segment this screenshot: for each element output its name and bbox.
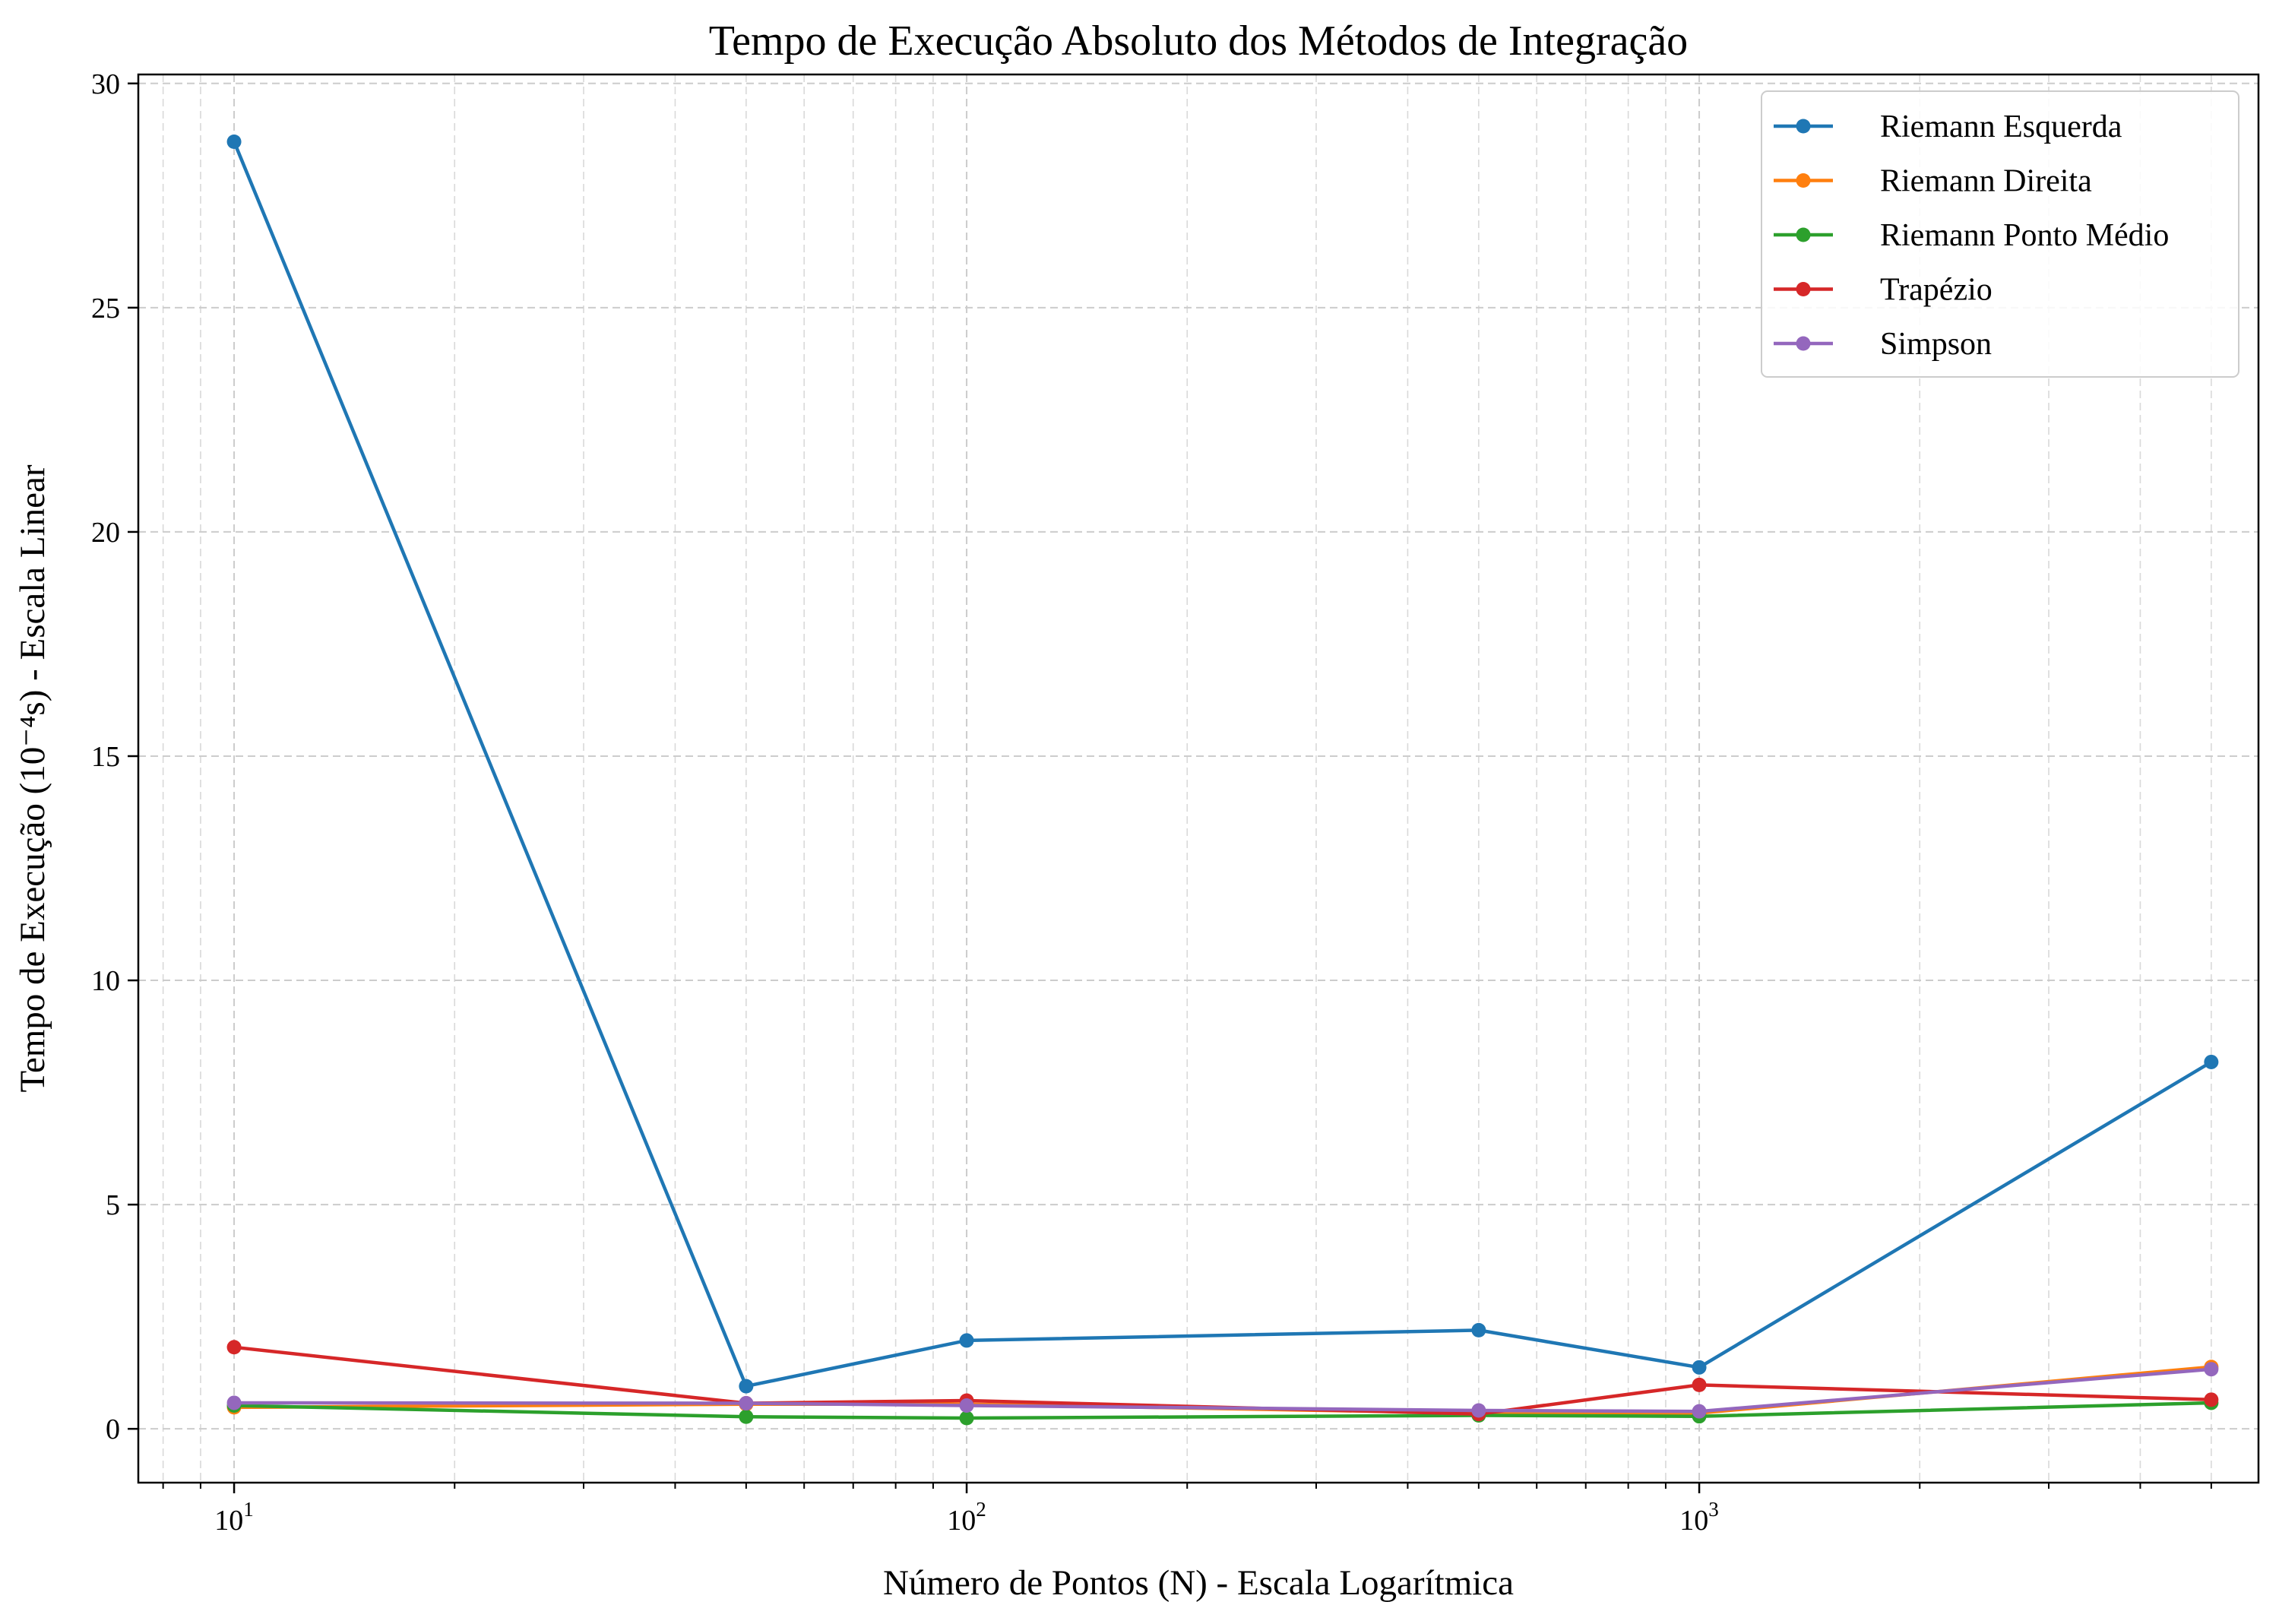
plot-frame [137,73,2260,1484]
y-tick-label: 5 [106,1189,120,1221]
data-point [1692,1360,1707,1375]
x-axis-label: Número de Pontos (N) - Escala Logarítmic… [883,1563,1514,1603]
y-tick-label: 10 [91,965,120,997]
legend-marker [1796,119,1811,134]
data-point [1471,1322,1486,1338]
x-tick-label-base: 10 [947,1505,976,1537]
series-line [234,1401,2211,1420]
legend-item: Riemann Ponto Médio [1774,218,2169,253]
data-point [739,1409,754,1424]
data-point [1692,1404,1707,1419]
chart-title: Tempo de Execução Absoluto dos Métodos d… [709,17,1688,65]
x-tick-label-exponent: 1 [243,1498,254,1521]
legend-marker [1796,282,1811,296]
data-point [2204,1362,2219,1377]
y-tick-label: 25 [91,293,120,324]
series-line [233,141,2213,1388]
series-lines [226,135,2219,1426]
legend-label: Riemann Direita [1880,164,2092,199]
y-tick-label: 15 [91,741,120,773]
x-tick-label: 101 [214,1498,254,1537]
legend-label: Riemann Esquerda [1880,109,2122,144]
data-point [2204,1392,2219,1407]
data-point [226,1395,242,1410]
series-0 [226,135,2219,1394]
x-tick-label-base: 10 [214,1505,243,1537]
y-axis-label: Tempo de Execução (10⁻⁴s) - Escala Linea… [13,464,52,1092]
y-tick-label: 0 [106,1413,120,1445]
data-point [959,1398,974,1413]
legend-item: Trapézio [1774,273,1993,308]
legend-marker [1796,173,1811,188]
x-tick-label: 102 [947,1498,986,1537]
y-tick-label: 30 [91,68,120,100]
legend-item: Riemann Esquerda [1774,109,2122,144]
legend-label: Riemann Ponto Médio [1880,218,2169,253]
data-point [226,1340,242,1355]
data-point [959,1410,974,1426]
data-point [2204,1054,2219,1069]
data-point [226,135,242,150]
legend-box [1761,90,2239,378]
legend: Riemann Esquerda Riemann Direita Riemann P… [1761,90,2239,378]
legend-item: Riemann Direita [1774,164,2092,199]
data-point [1692,1377,1707,1392]
legend-marker [1796,227,1811,242]
legend-item: Simpson [1774,327,1992,362]
legend-label: Trapézio [1880,273,1993,308]
series-4 [226,1362,2219,1419]
data-point [959,1333,974,1348]
x-tick-label-exponent: 2 [976,1498,986,1521]
x-tick-label-base: 10 [1679,1505,1708,1537]
data-point [1471,1403,1486,1418]
data-point [739,1396,754,1411]
legend-marker [1796,336,1811,351]
x-tick-label-exponent: 3 [1708,1498,1719,1521]
y-tick-label: 20 [91,517,120,549]
data-point [739,1379,754,1394]
series-line [234,1367,2212,1413]
x-tick-label: 103 [1679,1498,1719,1537]
legend-label: Simpson [1880,327,1992,362]
